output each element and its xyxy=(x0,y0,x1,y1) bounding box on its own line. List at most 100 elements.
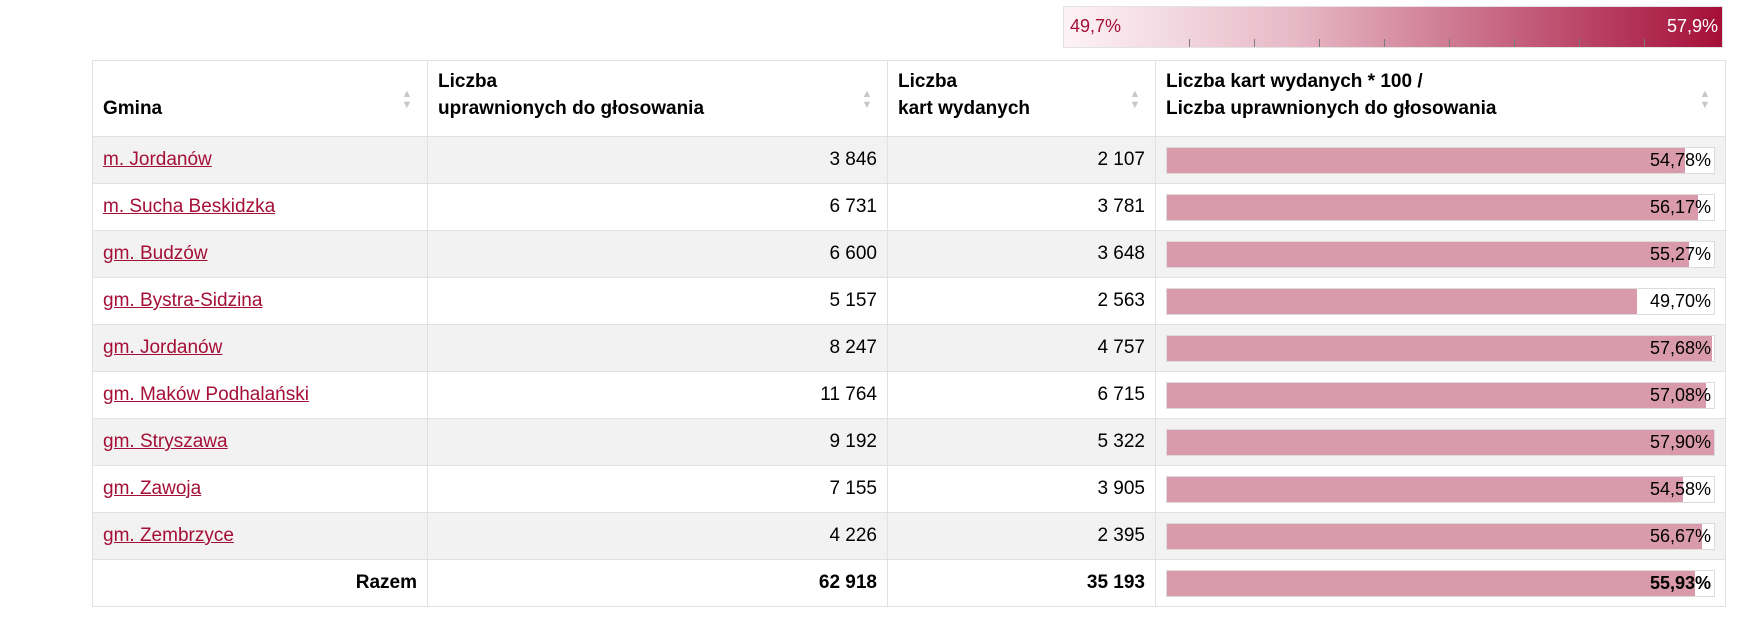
table-row: gm. Budzów 6 600 3 648 55,27% xyxy=(92,230,1726,278)
header-gmina[interactable]: Gmina ▲ ▼ xyxy=(92,60,428,137)
karty-cell: 2 563 xyxy=(887,277,1156,325)
gmina-link[interactable]: gm. Zembrzyce xyxy=(103,525,234,546)
turnout-pct: 56,17% xyxy=(1649,196,1711,217)
turnout-bar: 57,90% xyxy=(1166,428,1715,456)
turnout-bar-fill xyxy=(1167,194,1698,220)
header-karty[interactable]: Liczba kart wydanych ▲ ▼ xyxy=(887,60,1156,137)
gmina-cell: gm. Zawoja xyxy=(92,465,428,513)
turnout-cell: 57,90% xyxy=(1155,418,1726,466)
table-row: gm. Stryszawa 9 192 5 322 57,90% xyxy=(92,418,1726,466)
turnout-cell: 55,27% xyxy=(1155,230,1726,278)
sort-icon[interactable]: ▲ ▼ xyxy=(401,88,413,111)
total-bar-cell: 55,93% xyxy=(1155,559,1726,607)
turnout-pct: 54,58% xyxy=(1649,478,1711,499)
total-turnout-pct: 55,93% xyxy=(1649,572,1711,593)
turnout-cell: 49,70% xyxy=(1155,277,1726,325)
turnout-pct: 49,70% xyxy=(1649,290,1711,311)
karty-cell: 4 757 xyxy=(887,324,1156,372)
turnout-cell: 57,08% xyxy=(1155,371,1726,419)
uprawnieni-cell: 11 764 xyxy=(427,371,888,419)
turnout-bar-fill xyxy=(1167,335,1712,361)
color-scale-legend: 49,7% 57,9% xyxy=(1063,6,1723,48)
turnout-bar: 55,27% xyxy=(1166,240,1715,268)
turnout-cell: 54,78% xyxy=(1155,136,1726,184)
table-row: m. Jordanów 3 846 2 107 54,78% xyxy=(92,136,1726,184)
total-turnout-bar-fill xyxy=(1167,570,1696,596)
header-frekwencja[interactable]: Liczba kart wydanych * 100 / Liczba upra… xyxy=(1155,60,1726,137)
turnout-bar-fill xyxy=(1167,147,1685,173)
gmina-cell: m. Sucha Beskidzka xyxy=(92,183,428,231)
gmina-cell: gm. Stryszawa xyxy=(92,418,428,466)
table-row: gm. Zawoja 7 155 3 905 54,58% xyxy=(92,465,1726,513)
karty-cell: 3 648 xyxy=(887,230,1156,278)
legend-min-label: 49,7% xyxy=(1070,16,1122,36)
turnout-bar: 54,58% xyxy=(1166,475,1715,503)
turnout-bar-fill xyxy=(1167,288,1637,314)
total-turnout-bar: 55,93% xyxy=(1166,569,1715,597)
legend-tick xyxy=(1514,39,1515,47)
legend-tick xyxy=(1189,39,1190,47)
turnout-pct: 57,68% xyxy=(1649,337,1711,358)
turnout-bar: 57,68% xyxy=(1166,334,1715,362)
table-header-row: Gmina ▲ ▼ Liczba uprawnionych do głosowan… xyxy=(92,60,1726,137)
header-karty-line2: kart wydanych xyxy=(898,98,1030,119)
karty-cell: 3 781 xyxy=(887,183,1156,231)
header-frekwencja-line1: Liczba kart wydanych * 100 / xyxy=(1166,71,1423,92)
sort-icon[interactable]: ▲ ▼ xyxy=(1129,88,1141,111)
total-row: Razem 62 918 35 193 55,93% xyxy=(92,559,1726,607)
legend-tick xyxy=(1254,39,1255,47)
turnout-bar: 49,70% xyxy=(1166,287,1715,315)
table-row: m. Sucha Beskidzka 6 731 3 781 56,17% xyxy=(92,183,1726,231)
uprawnieni-cell: 5 157 xyxy=(427,277,888,325)
header-uprawnieni-line2: uprawnionych do głosowania xyxy=(438,98,705,119)
turnout-bar: 56,17% xyxy=(1166,193,1715,221)
total-uprawnieni: 62 918 xyxy=(427,559,888,607)
uprawnieni-cell: 4 226 xyxy=(427,512,888,560)
gmina-link[interactable]: gm. Zawoja xyxy=(103,478,202,499)
gmina-link[interactable]: gm. Bystra-Sidzina xyxy=(103,290,263,311)
turnout-bar: 56,67% xyxy=(1166,522,1715,550)
header-karty-line1: Liczba xyxy=(898,71,958,92)
turnout-pct: 57,08% xyxy=(1649,384,1711,405)
uprawnieni-cell: 7 155 xyxy=(427,465,888,513)
legend-max-label: 57,9% xyxy=(1666,16,1718,36)
gmina-link[interactable]: gm. Maków Podhalański xyxy=(103,384,309,405)
turnout-pct: 57,90% xyxy=(1649,431,1711,452)
turnout-bar: 57,08% xyxy=(1166,381,1715,409)
turnout-cell: 54,58% xyxy=(1155,465,1726,513)
uprawnieni-cell: 9 192 xyxy=(427,418,888,466)
karty-cell: 5 322 xyxy=(887,418,1156,466)
uprawnieni-cell: 8 247 xyxy=(427,324,888,372)
gmina-cell: gm. Maków Podhalański xyxy=(92,371,428,419)
total-karty: 35 193 xyxy=(887,559,1156,607)
table-row: gm. Zembrzyce 4 226 2 395 56,67% xyxy=(92,512,1726,560)
total-label: Razem xyxy=(92,559,428,607)
gmina-cell: gm. Zembrzyce xyxy=(92,512,428,560)
turnout-bar-fill xyxy=(1167,382,1707,408)
header-gmina-label: Gmina xyxy=(103,98,163,119)
turnout-bar-fill xyxy=(1167,241,1690,267)
gmina-link[interactable]: m. Sucha Beskidzka xyxy=(103,196,276,217)
gmina-link[interactable]: gm. Jordanów xyxy=(103,337,223,358)
gmina-link[interactable]: m. Jordanów xyxy=(103,149,212,170)
turnout-cell: 56,17% xyxy=(1155,183,1726,231)
karty-cell: 3 905 xyxy=(887,465,1156,513)
sort-icon[interactable]: ▲ ▼ xyxy=(1699,88,1711,111)
turnout-bar-fill xyxy=(1167,476,1683,502)
turnout-bar-fill xyxy=(1167,429,1714,455)
legend-tick xyxy=(1579,39,1580,47)
uprawnieni-cell: 6 731 xyxy=(427,183,888,231)
karty-cell: 6 715 xyxy=(887,371,1156,419)
gmina-cell: gm. Jordanów xyxy=(92,324,428,372)
sort-icon[interactable]: ▲ ▼ xyxy=(861,88,873,111)
table-row: gm. Maków Podhalański 11 764 6 715 57,08% xyxy=(92,371,1726,419)
header-uprawnieni[interactable]: Liczba uprawnionych do głosowania ▲ ▼ xyxy=(427,60,888,137)
turnout-bar-fill xyxy=(1167,523,1703,549)
gmina-link[interactable]: gm. Stryszawa xyxy=(103,431,228,452)
header-frekwencja-line2: Liczba uprawnionych do głosowania xyxy=(1166,98,1497,119)
header-uprawnieni-line1: Liczba xyxy=(438,71,498,92)
turnout-pct: 55,27% xyxy=(1649,243,1711,264)
table-row: gm. Bystra-Sidzina 5 157 2 563 49,70% xyxy=(92,277,1726,325)
karty-cell: 2 395 xyxy=(887,512,1156,560)
gmina-link[interactable]: gm. Budzów xyxy=(103,243,208,264)
